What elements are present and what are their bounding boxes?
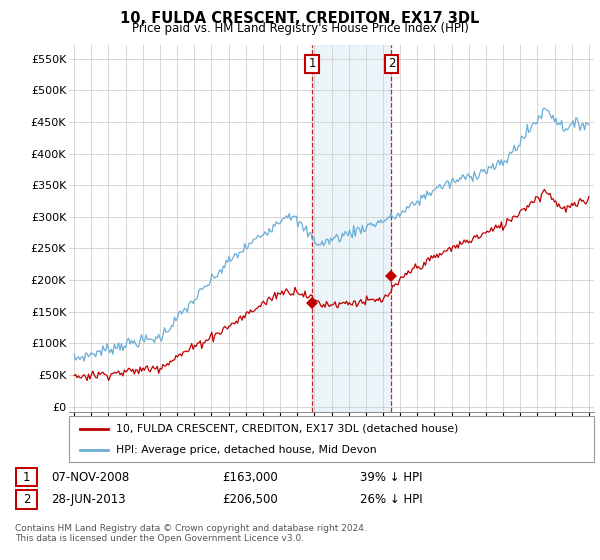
- Text: Contains HM Land Registry data © Crown copyright and database right 2024.
This d: Contains HM Land Registry data © Crown c…: [15, 524, 367, 543]
- Text: 1: 1: [23, 470, 30, 484]
- Bar: [312, 45, 391, 412]
- FancyBboxPatch shape: [16, 468, 37, 486]
- Text: HPI: Average price, detached house, Mid Devon: HPI: Average price, detached house, Mid …: [116, 445, 377, 455]
- Text: £163,000: £163,000: [222, 470, 278, 484]
- FancyBboxPatch shape: [16, 491, 37, 508]
- Text: 10, FULDA CRESCENT, CREDITON, EX17 3DL (detached house): 10, FULDA CRESCENT, CREDITON, EX17 3DL (…: [116, 424, 458, 434]
- Text: 1: 1: [308, 58, 316, 71]
- Text: 2: 2: [388, 58, 395, 71]
- Text: Price paid vs. HM Land Registry's House Price Index (HPI): Price paid vs. HM Land Registry's House …: [131, 22, 469, 35]
- Text: 10, FULDA CRESCENT, CREDITON, EX17 3DL: 10, FULDA CRESCENT, CREDITON, EX17 3DL: [121, 11, 479, 26]
- Text: 07-NOV-2008: 07-NOV-2008: [51, 470, 129, 484]
- Text: 26% ↓ HPI: 26% ↓ HPI: [360, 493, 422, 506]
- Text: 39% ↓ HPI: 39% ↓ HPI: [360, 470, 422, 484]
- FancyBboxPatch shape: [69, 416, 594, 462]
- Text: £206,500: £206,500: [222, 493, 278, 506]
- Text: 2: 2: [23, 493, 30, 506]
- Text: 28-JUN-2013: 28-JUN-2013: [51, 493, 125, 506]
